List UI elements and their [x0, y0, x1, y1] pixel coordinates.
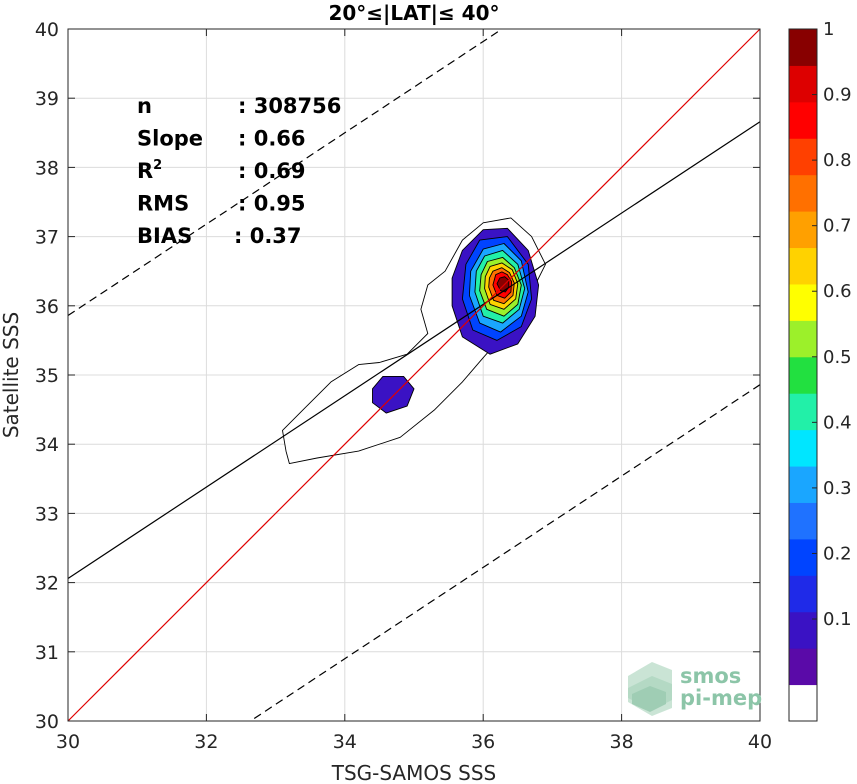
stat-value: : 0.66	[238, 127, 306, 151]
y-tick-label: 38	[35, 157, 59, 179]
colorbar-swatch	[789, 393, 817, 431]
colorbar-swatch	[789, 648, 817, 686]
colorbar-swatch	[789, 29, 817, 66]
y-tick-label: 39	[35, 88, 59, 110]
colorbar-swatch	[789, 247, 817, 285]
y-tick-label: 34	[35, 434, 59, 456]
colorbar-swatch	[789, 611, 817, 649]
colorbar-swatch	[789, 101, 817, 139]
x-axis-ticks: 30 32 34 36 38 40	[56, 29, 772, 753]
chart-title: 20°≤|LAT|≤ 40°	[328, 1, 499, 25]
stat-value: : 0.37	[234, 224, 302, 248]
reference-lines	[67, 28, 761, 722]
y-tick-label: 35	[35, 365, 59, 387]
colorbar-swatch	[789, 283, 817, 321]
stat-label: R2	[137, 158, 162, 183]
stat-value: : 308756	[238, 94, 341, 118]
colorbar-tick-label: 0.1	[823, 609, 852, 630]
y-tick-label: 36	[35, 296, 59, 318]
stat-value: : 0.69	[238, 159, 306, 183]
y-tick-label: 37	[35, 227, 59, 249]
colorbar-swatch	[789, 429, 817, 467]
x-tick-label: 30	[56, 731, 80, 753]
x-tick-label: 32	[194, 731, 218, 753]
colorbar-frame	[788, 28, 818, 722]
y-tick-label: 33	[35, 503, 59, 525]
stat-label: RMS	[137, 192, 189, 216]
stat-label: n	[137, 94, 152, 118]
colorbar-tick-label: 1	[823, 19, 834, 40]
colorbar-tick-label: 0.5	[823, 347, 852, 368]
one-to-one-line	[67, 28, 761, 722]
lower-bound-line	[250, 384, 761, 722]
colorbar-swatch	[789, 320, 817, 358]
y-tick-label: 30	[35, 711, 59, 733]
colorbar-swatch	[789, 174, 817, 212]
colorbar-swatch	[789, 466, 817, 503]
logo-mark-icon	[628, 662, 672, 716]
y-tick-label: 40	[35, 19, 59, 41]
colorbar-tick-label: 0.3	[823, 478, 852, 499]
colorbar-swatch	[789, 538, 817, 576]
colorbar-tick-label: 0.9	[823, 85, 852, 106]
logo-line1: smos	[680, 664, 741, 688]
regression-line	[67, 121, 761, 579]
y-axis-ticks: 30 31 32 33 34 35 36 37 38 39 40	[35, 19, 760, 733]
colorbar-tick-label: 0.6	[823, 281, 852, 302]
y-tick-label: 31	[35, 642, 59, 664]
smos-pi-mep-logo: smos pi-mep	[628, 662, 762, 716]
x-axis-label: TSG-SAMOS SSS	[331, 761, 497, 784]
colorbar-swatch	[789, 356, 817, 394]
logo-line2: pi-mep	[680, 686, 762, 710]
colorbar-swatch	[789, 684, 817, 722]
stat-value: : 0.95	[238, 192, 306, 216]
stat-label: Slope	[137, 127, 203, 151]
density-contours	[282, 217, 546, 465]
y-tick-label: 32	[35, 573, 59, 595]
x-tick-label: 38	[610, 731, 634, 753]
colorbar-tick-label: 0.2	[823, 543, 852, 564]
colorbar-swatch	[789, 211, 817, 249]
colorbar-tick-label: 0.8	[823, 150, 852, 171]
colorbar-swatch	[789, 65, 817, 103]
colorbar-swatch	[789, 138, 817, 176]
colorbar-tick-label: 0.4	[823, 412, 852, 433]
y-axis-label: Satellite SSS	[0, 312, 23, 438]
colorbar-swatch	[789, 502, 817, 540]
colorbar-tick-label: 0.7	[823, 216, 852, 237]
colorbar: 0.1 0.2 0.3 0.4 0.5 0.6 0.7 0.8 0.9 1	[788, 19, 852, 722]
x-tick-label: 36	[471, 731, 495, 753]
x-tick-label: 40	[748, 731, 772, 753]
stats-annotation: n : 308756 Slope : 0.66 R2 : 0.69 RMS : 0.95 BIA…	[137, 94, 341, 248]
density-contour	[496, 276, 510, 293]
colorbar-swatch	[789, 575, 817, 613]
x-tick-label: 34	[333, 731, 357, 753]
upper-bound-line	[67, 28, 503, 316]
stat-label: BIAS	[137, 224, 192, 248]
